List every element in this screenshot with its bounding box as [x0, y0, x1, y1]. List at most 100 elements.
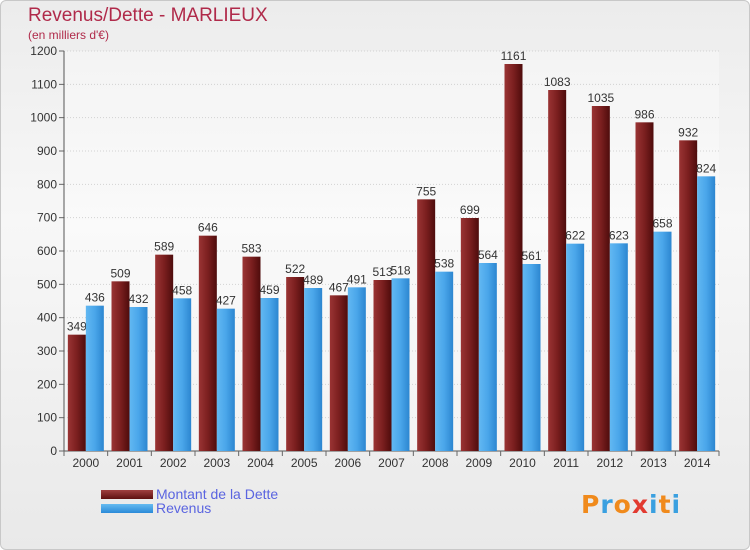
data-label: 622 [565, 229, 585, 243]
data-label: 932 [678, 125, 698, 139]
y-tick-label: 100 [37, 411, 57, 425]
data-label: 824 [696, 161, 716, 175]
bar-debt [198, 235, 217, 451]
bar-revenue [216, 308, 235, 451]
data-label: 564 [478, 248, 498, 262]
data-label: 513 [372, 265, 392, 279]
y-tick-label: 1100 [31, 77, 57, 91]
bar-debt [111, 281, 130, 451]
data-label: 436 [85, 291, 105, 305]
x-tick-label: 2014 [684, 456, 711, 470]
bar-revenue [260, 298, 279, 451]
x-tick-label: 2012 [596, 456, 623, 470]
bar-revenue [304, 288, 323, 451]
data-label: 589 [154, 240, 174, 254]
bar-revenue [478, 263, 497, 451]
data-label: 755 [416, 184, 436, 198]
logo-letter: x [631, 490, 649, 519]
data-label: 646 [198, 221, 218, 235]
bar-revenue [697, 176, 716, 452]
x-tick-label: 2003 [203, 456, 230, 470]
y-tick-label: 0 [50, 444, 57, 458]
logo-letter: o [613, 490, 632, 519]
bar-revenue [129, 307, 148, 451]
legend-swatch-debt [101, 490, 153, 499]
logo-letter: t [658, 490, 672, 519]
data-label: 658 [652, 217, 672, 231]
data-label: 509 [110, 266, 130, 280]
bar-debt [242, 256, 261, 451]
data-label: 623 [609, 228, 629, 242]
bar-debt [155, 254, 174, 451]
y-tick-label: 900 [37, 144, 57, 158]
legend-label-debt: Montant de la Dette [156, 486, 279, 502]
x-tick-label: 2002 [160, 456, 187, 470]
x-tick-label: 2000 [72, 456, 99, 470]
bar-debt [329, 295, 348, 451]
data-label: 1083 [544, 75, 571, 89]
data-label: 518 [390, 263, 410, 277]
data-label: 583 [241, 242, 261, 256]
bar-revenue [653, 231, 672, 451]
data-label: 427 [216, 294, 236, 308]
y-tick-label: 400 [37, 311, 57, 325]
data-label: 491 [347, 272, 367, 286]
bar-debt [67, 334, 86, 451]
data-label: 459 [259, 283, 279, 297]
bar-debt [635, 122, 654, 451]
logo-letter: r [600, 490, 614, 519]
x-tick-label: 2011 [553, 456, 579, 470]
data-label: 986 [634, 107, 654, 121]
bar-debt [504, 64, 523, 451]
data-label: 522 [285, 262, 305, 276]
bar-debt [286, 277, 305, 451]
logo-letter: i [671, 490, 682, 519]
x-tick-label: 2004 [247, 456, 274, 470]
bar-debt [373, 280, 392, 451]
chart-subtitle: (en milliers d'€) [28, 28, 109, 42]
data-label: 699 [460, 203, 480, 217]
bar-debt [417, 199, 436, 451]
x-tick-label: 2001 [116, 456, 143, 470]
x-tick-label: 2005 [291, 456, 318, 470]
y-tick-label: 500 [37, 277, 57, 291]
x-tick-label: 2013 [640, 456, 667, 470]
x-tick-label: 2006 [334, 456, 361, 470]
data-label: 1161 [501, 49, 527, 63]
data-label: 458 [172, 283, 192, 297]
y-tick-label: 200 [37, 377, 57, 391]
y-tick-label: 700 [37, 211, 57, 225]
x-tick-label: 2009 [465, 456, 492, 470]
chart-title: Revenus/Dette - MARLIEUX [28, 5, 268, 26]
y-tick-label: 300 [37, 344, 57, 358]
logo-letter: i [649, 490, 659, 519]
bar-revenue [435, 271, 454, 451]
bar-debt [460, 218, 479, 451]
bar-revenue [609, 243, 628, 451]
legend-label-revenue: Revenus [156, 500, 212, 516]
bar-revenue [347, 287, 366, 451]
bar-debt [679, 140, 698, 452]
bar-revenue [522, 264, 541, 451]
x-tick-label: 2008 [422, 456, 449, 470]
x-tick-label: 2010 [509, 456, 536, 470]
data-label: 538 [434, 257, 454, 271]
proxiti-logo: Proxiti [581, 490, 681, 519]
data-label: 432 [128, 292, 148, 306]
data-label: 349 [67, 320, 87, 334]
bar-debt [591, 106, 610, 451]
data-label: 561 [521, 249, 541, 263]
x-tick-label: 2007 [378, 456, 405, 470]
y-tick-label: 600 [37, 244, 57, 258]
y-tick-label: 1200 [30, 44, 57, 58]
data-label: 467 [329, 280, 349, 294]
bar-revenue [391, 278, 410, 451]
legend-swatch-revenue [101, 504, 153, 513]
data-label: 1035 [587, 91, 614, 105]
bar-revenue [566, 243, 585, 451]
bar-debt [548, 90, 567, 451]
data-label: 489 [303, 273, 323, 287]
y-tick-label: 800 [37, 177, 57, 191]
